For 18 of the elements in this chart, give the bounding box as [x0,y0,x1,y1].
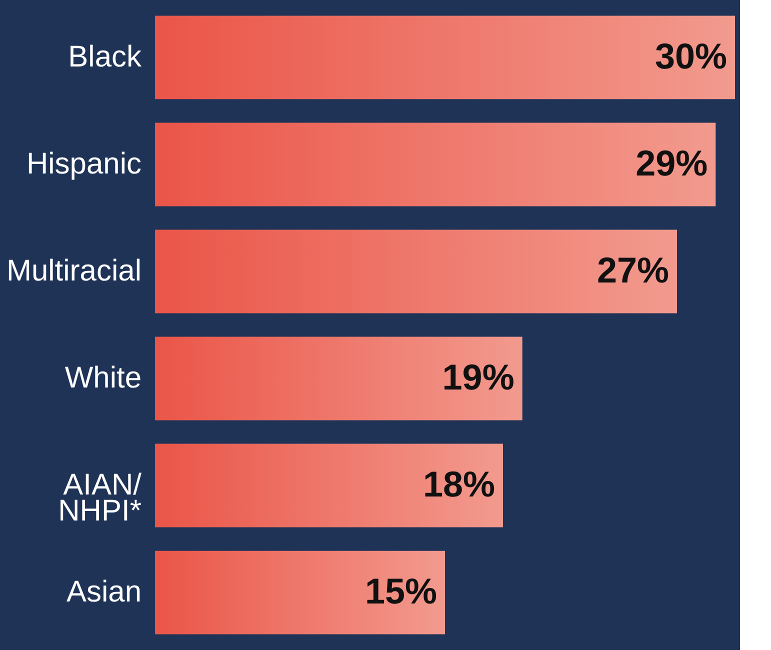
y-tick-label: White [64,362,142,395]
bar [155,336,522,420]
y-tick-label: Black [68,40,142,74]
data-label: 29% [636,142,708,184]
data-label: 15% [364,570,437,612]
y-tick-label: AIAN/ NHPI* [58,468,142,528]
y-tick-label: Multiracial [6,254,142,288]
bar [155,550,445,634]
y-tick-label: Hispanic [26,147,142,180]
bar [155,230,677,314]
bar [155,444,503,528]
data-label: 27% [596,249,669,290]
data-label: 18% [422,464,495,505]
bar [155,16,735,100]
data-label: 30% [654,35,727,76]
data-label: 19% [442,356,514,398]
bar [155,122,716,206]
y-tick-label: Asian [66,576,142,609]
